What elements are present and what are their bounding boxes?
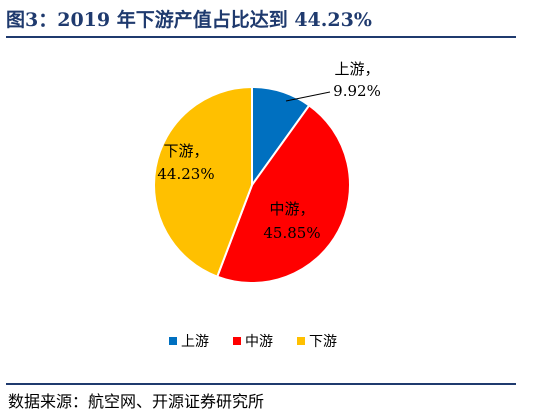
pie-slices [153,85,351,284]
legend-swatch [297,337,305,345]
source-note: 数据来源：航空网、开源证券研究所 [8,392,265,411]
legend: 上游 中游 下游 [169,334,337,350]
slice-label-name: 上游， [334,60,379,78]
slice-label-name: 中游， [269,200,314,218]
pie-slice-2 [215,104,351,284]
slice-label-name: 下游， [163,142,208,160]
upstream-leader-line [285,91,331,102]
legend-swatch [169,337,177,345]
source-divider [6,383,516,385]
slice-labels: 上游， 9.92% 中游， 45.85% 下游， 44.23% [157,60,380,242]
legend-label: 上游 [181,334,209,350]
pie-slice-3 [153,85,253,278]
legend-label: 下游 [309,334,337,350]
legend-label: 中游 [245,334,273,350]
legend-swatch [233,337,241,345]
slice-label-value: 44.23% [157,165,214,183]
slice-label-value: 9.92% [333,82,381,100]
slice-label-value: 45.85% [263,224,320,242]
title-divider [6,36,516,38]
figure-title: 图3：2019 年下游产值占比达到 44.23% [6,9,372,31]
